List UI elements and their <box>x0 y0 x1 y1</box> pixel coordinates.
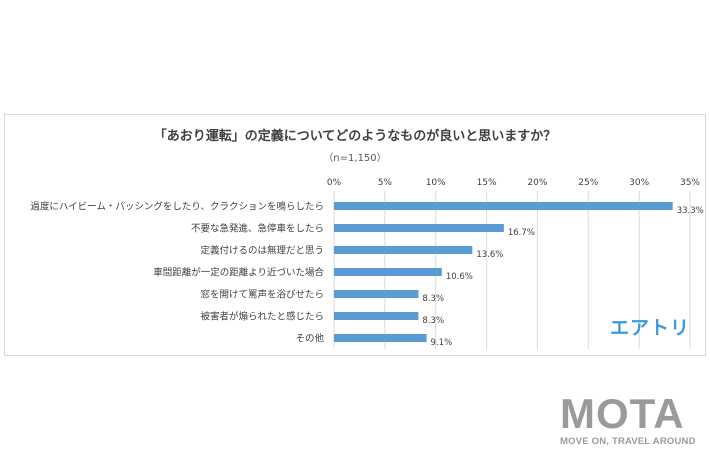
value-label: 10.6% <box>446 272 473 282</box>
bar <box>334 290 419 298</box>
tick-label: 35% <box>680 178 700 188</box>
category-label: 定義付けるのは無理だと思う <box>200 245 324 257</box>
bar <box>334 268 442 276</box>
mota-logo: MOTA MOVE ON, TRAVEL AROUND <box>560 390 700 448</box>
tick-label: 20% <box>527 178 547 188</box>
bar-chart: 「あおり運転」の定義についてどのようなものが良いと思いますか？ （n=1,150… <box>30 128 704 349</box>
category-label: 窓を開けて罵声を浴びせたら <box>200 289 324 301</box>
x-axis-ticks: 0% 5% 10% 15% 20% 25% 30% 35% <box>327 178 701 188</box>
tick-label: 10% <box>426 178 446 188</box>
bar <box>334 224 504 232</box>
chart-frame: 「あおり運転」の定義についてどのようなものが良いと思いますか？ （n=1,150… <box>4 114 706 356</box>
category-label: その他 <box>295 333 324 345</box>
bar <box>334 246 473 254</box>
value-label: 9.1% <box>431 338 453 348</box>
chart-title: 「あおり運転」の定義についてどのようなものが良いと思いますか？ <box>154 128 557 144</box>
value-label: 8.3% <box>422 294 444 304</box>
category-label: 不要な急発進、急停車をしたら <box>191 223 324 235</box>
value-labels: 33.3% 16.7% 13.6% 10.6% 8.3% 8.3% 9.1% <box>422 206 703 348</box>
value-label: 16.7% <box>508 228 535 238</box>
bars <box>334 202 673 342</box>
tick-label: 30% <box>629 178 649 188</box>
bar <box>334 312 419 320</box>
tick-label: 15% <box>477 178 497 188</box>
mota-wordmark: MOTA <box>560 390 685 437</box>
tick-label: 25% <box>578 178 598 188</box>
tick-label: 5% <box>378 178 393 188</box>
airtrip-logo: エアトリ <box>610 317 691 339</box>
value-label: 8.3% <box>422 316 444 326</box>
mota-tagline: MOVE ON, TRAVEL AROUND <box>560 436 696 447</box>
bar <box>334 202 673 210</box>
category-label: 過度にハイビーム・パッシングをしたり、クラクションを鳴らしたら <box>30 201 324 213</box>
bar <box>334 334 427 342</box>
chart-subtitle: （n=1,150） <box>323 152 386 164</box>
category-label: 車間距離が一定の距離より近づいた場合 <box>153 267 324 279</box>
category-labels: 過度にハイビーム・パッシングをしたり、クラクションを鳴らしたら不要な急発進、急停… <box>30 201 324 345</box>
tick-label: 0% <box>327 178 342 188</box>
category-label: 被害者が煽られたと感じたら <box>200 311 324 323</box>
value-label: 33.3% <box>677 206 704 216</box>
value-label: 13.6% <box>476 250 503 260</box>
